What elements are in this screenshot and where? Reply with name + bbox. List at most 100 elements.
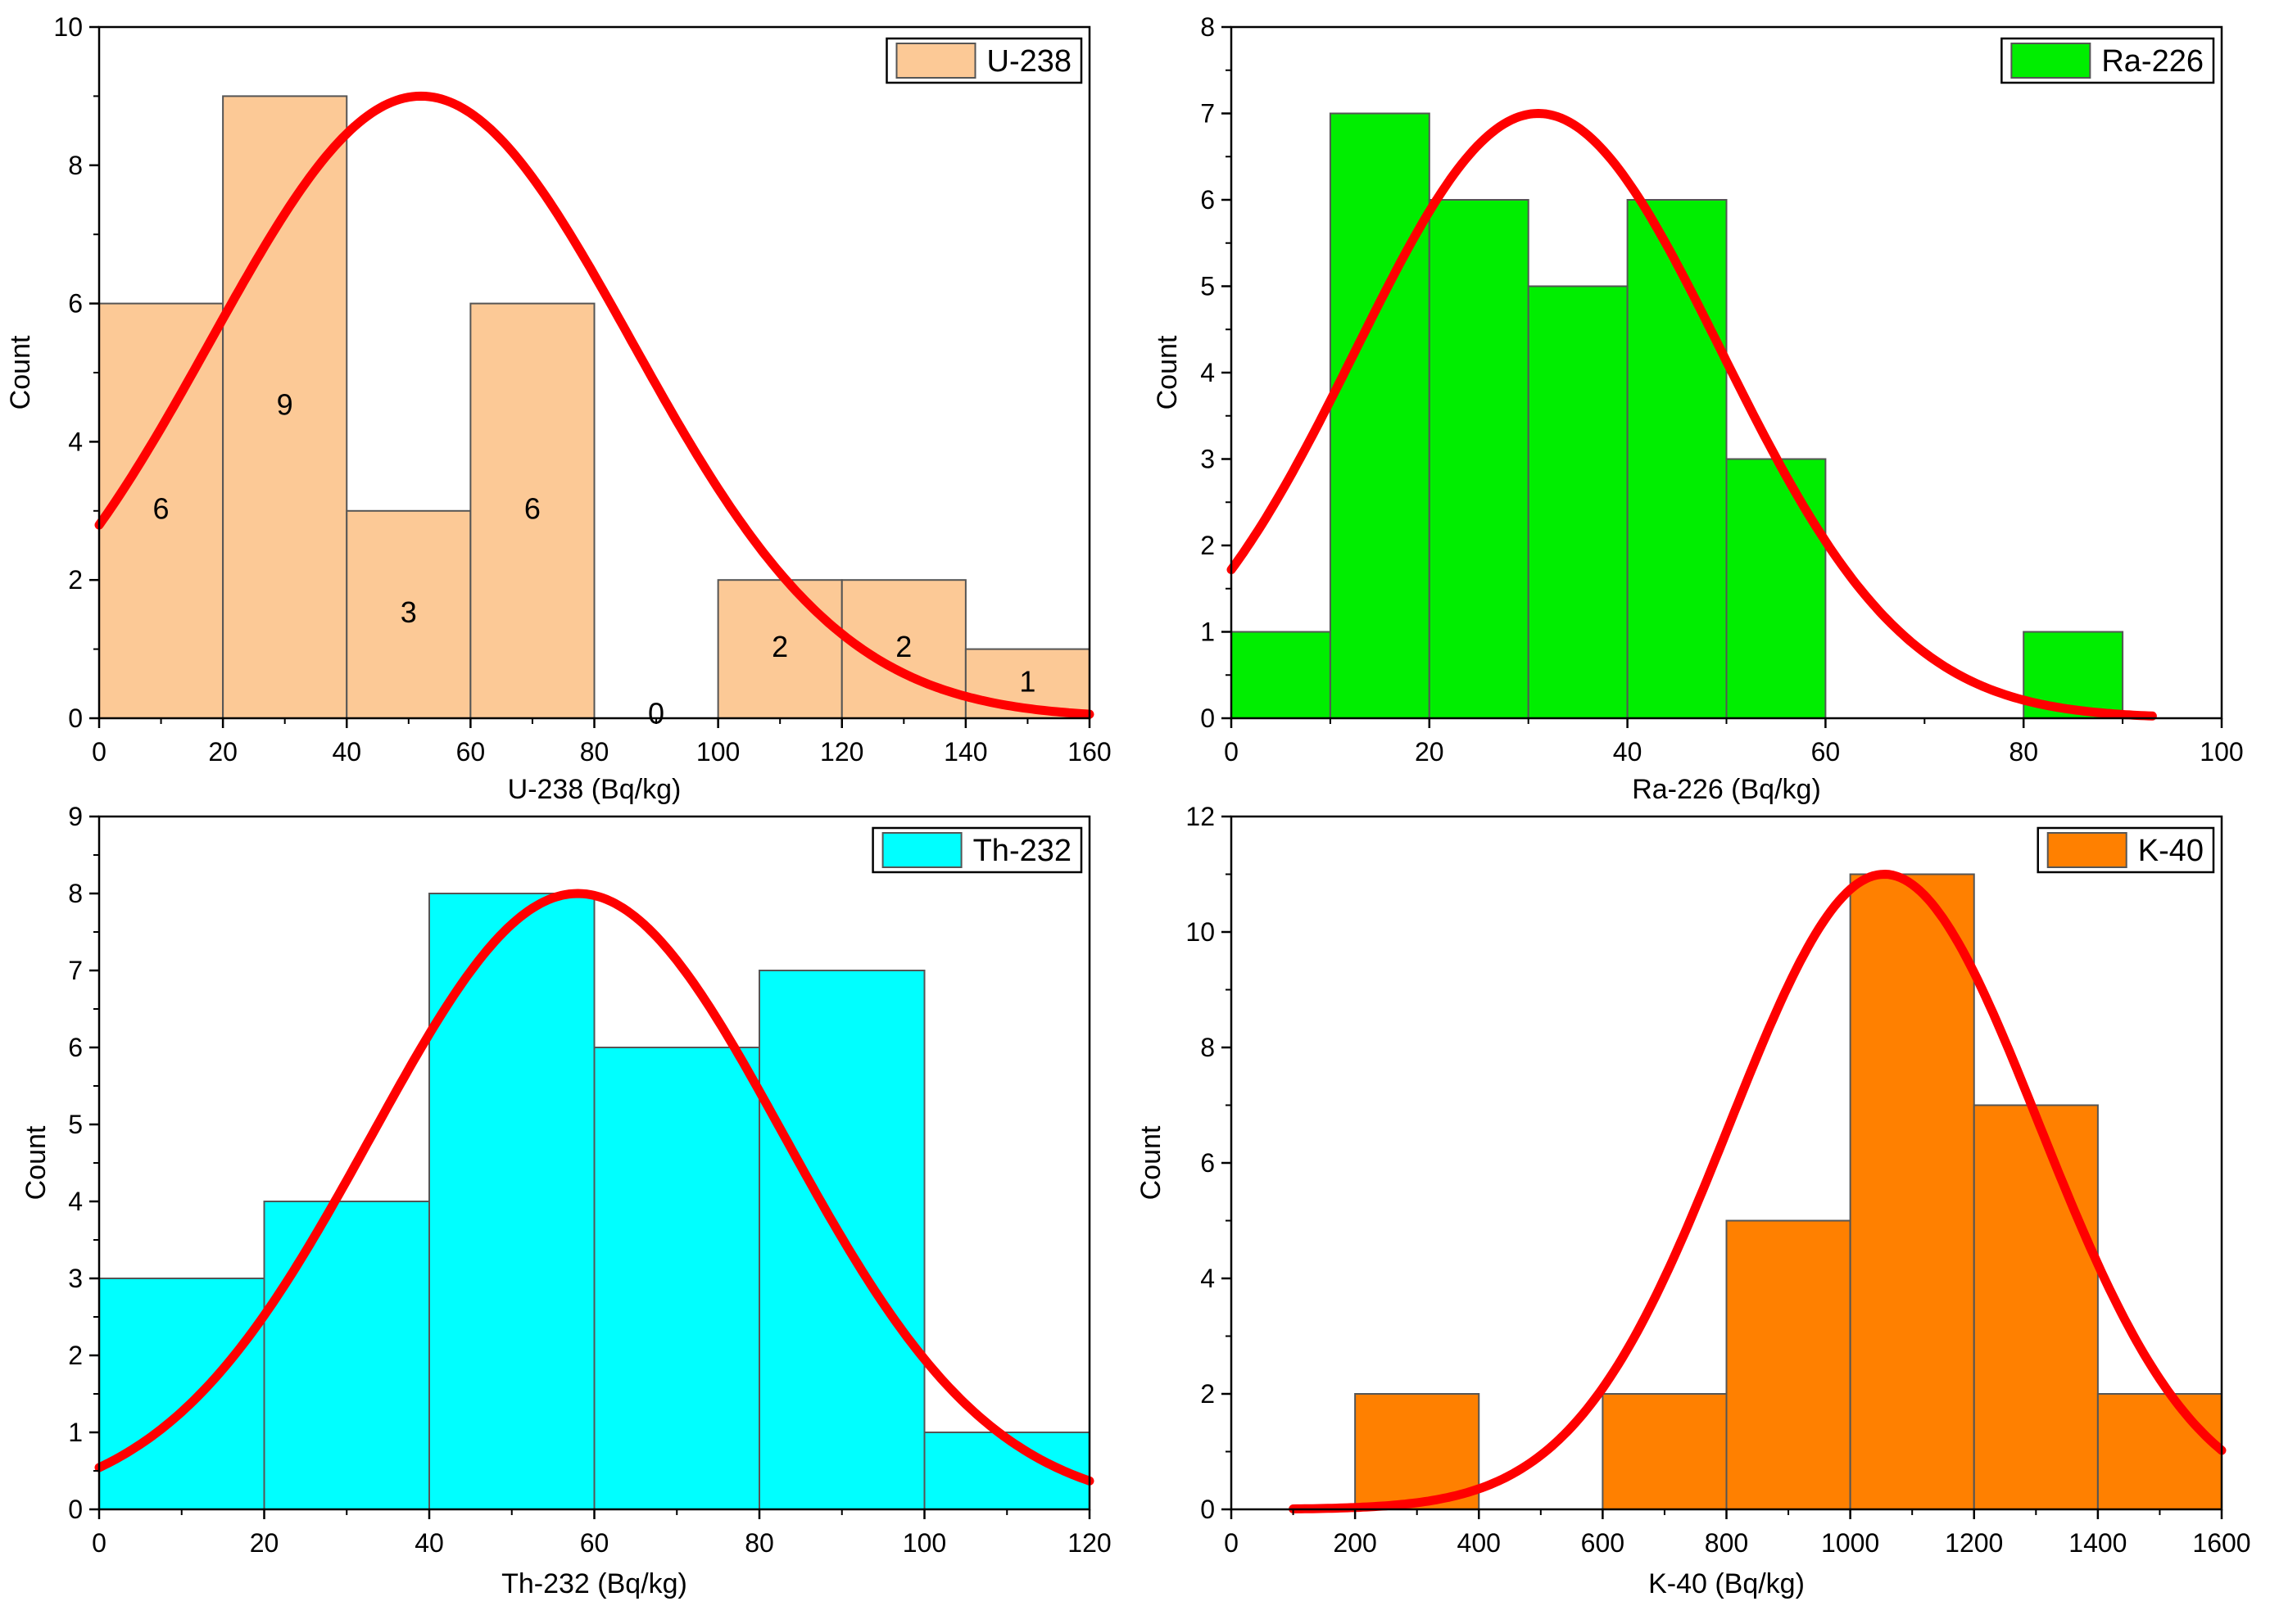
- x-tick-label: 120: [1067, 1528, 1111, 1558]
- histogram-bar: [1725, 458, 1827, 719]
- histogram-bar: [1849, 873, 1975, 1510]
- histogram-bar: [1354, 1393, 1480, 1510]
- y-tick-label: 12: [1185, 802, 1215, 831]
- bar-data-label: 9: [277, 388, 293, 422]
- x-tick-label: 20: [250, 1528, 279, 1558]
- histogram-bar: [98, 1278, 265, 1510]
- x-tick-label: 0: [1224, 1528, 1239, 1558]
- histogram-bar: [346, 509, 472, 719]
- y-tick-label: 8: [68, 879, 83, 908]
- bar-data-label: 6: [153, 491, 170, 525]
- y-tick-label: 6: [1200, 185, 1215, 215]
- histogram-bar: [1626, 199, 1728, 719]
- x-tick-label: 0: [92, 737, 106, 767]
- normal-fit-curve: [94, 889, 1094, 1486]
- x-axis-title: Th-232 (Bq/kg): [501, 1568, 687, 1599]
- legend-label: U-238: [987, 44, 1072, 79]
- y-tick-label: 6: [68, 1033, 83, 1062]
- y-tick-label: 4: [1200, 1264, 1215, 1293]
- histogram-bar: [469, 302, 596, 719]
- y-tick-label: 0: [1200, 703, 1215, 733]
- x-tick-label: 400: [1457, 1528, 1501, 1558]
- histogram-bar: [2096, 1393, 2222, 1510]
- x-tick-label: 800: [1705, 1528, 1748, 1558]
- x-tick-label: 0: [1224, 737, 1239, 767]
- y-tick-label: 4: [68, 1187, 83, 1216]
- x-tick-label: 40: [1613, 737, 1642, 767]
- y-axis-title: Count: [1152, 335, 1183, 409]
- x-tick-label: 1600: [2192, 1528, 2250, 1558]
- x-tick-label: 100: [696, 737, 740, 767]
- x-axis-title: U-238 (Bq/kg): [508, 774, 682, 805]
- y-axis-title: Count: [5, 335, 36, 409]
- histogram-bar: [717, 579, 843, 720]
- y-tick-label: 6: [68, 289, 83, 319]
- x-tick-label: 1400: [2068, 1528, 2127, 1558]
- x-tick-label: 120: [820, 737, 863, 767]
- y-tick-label: 5: [1200, 272, 1215, 301]
- legend-swatch: [895, 43, 976, 79]
- y-tick-label: 2: [1200, 531, 1215, 560]
- y-tick-label: 0: [68, 703, 83, 733]
- y-tick-label: 2: [1200, 1379, 1215, 1409]
- y-tick-label: 2: [68, 565, 83, 595]
- x-tick-label: 80: [745, 1528, 774, 1558]
- bar-data-label: 1: [1019, 664, 1035, 698]
- x-tick-label: 200: [1333, 1528, 1376, 1558]
- x-tick-label: 600: [1581, 1528, 1624, 1558]
- legend: U-238: [886, 37, 1083, 84]
- x-tick-label: 1200: [1945, 1528, 2003, 1558]
- legend: K-40: [2037, 826, 2215, 874]
- y-tick-label: 1: [68, 1418, 83, 1447]
- legend-label: K-40: [2138, 834, 2204, 868]
- x-tick-label: 1000: [1821, 1528, 1879, 1558]
- y-tick-label: 6: [1200, 1148, 1215, 1178]
- histogram-bar: [1973, 1104, 2099, 1510]
- x-tick-label: 100: [903, 1528, 946, 1558]
- chart-panel-k-40: 0 200 400 600 800 1000 1200 1400 1600 0 2 4 6 8 10 12 K-…: [1135, 802, 2251, 1599]
- y-tick-label: 0: [1200, 1495, 1215, 1524]
- x-tick-label: 40: [415, 1528, 444, 1558]
- y-tick-label: 5: [68, 1110, 83, 1139]
- y-tick-label: 1: [1200, 617, 1215, 647]
- histogram-bar: [1428, 199, 1529, 719]
- y-tick-label: 8: [1200, 12, 1215, 42]
- chart-panel-th-232: 0 20 40 60 80 100 120 0 1 2 3 4 5 6 7 8 9 Th-232 (Bq/kg) C…: [20, 802, 1112, 1599]
- histogram-bar: [593, 1047, 760, 1510]
- x-tick-label: 100: [2200, 737, 2243, 767]
- histogram-bar: [1725, 1219, 1851, 1510]
- x-tick-label: 0: [92, 1528, 106, 1558]
- x-tick-label: 80: [580, 737, 609, 767]
- y-tick-label: 3: [1200, 445, 1215, 474]
- y-tick-label: 3: [68, 1264, 83, 1293]
- y-axis-title: Count: [20, 1125, 52, 1200]
- y-tick-label: 4: [1200, 358, 1215, 387]
- bar-data-label: 2: [895, 630, 912, 663]
- histogram-bar: [1329, 112, 1430, 719]
- y-tick-label: 8: [1200, 1033, 1215, 1062]
- y-tick-label: 10: [1185, 917, 1215, 947]
- x-tick-label: 60: [1811, 737, 1841, 767]
- normal-fit-curve: [1289, 870, 2227, 1513]
- y-tick-label: 2: [68, 1341, 83, 1370]
- histogram-bar: [98, 302, 224, 719]
- normal-fit-curve: [1226, 109, 2157, 721]
- x-tick-label: 160: [1067, 737, 1111, 767]
- bar-data-label: 0: [648, 697, 664, 731]
- normal-fit-curve: [94, 91, 1094, 719]
- bar-data-label: 3: [401, 595, 417, 629]
- y-axis-title: Count: [1135, 1125, 1167, 1200]
- x-axis-title: K-40 (Bq/kg): [1648, 1568, 1805, 1599]
- legend-swatch: [2010, 43, 2091, 79]
- x-tick-label: 40: [332, 737, 361, 767]
- x-tick-label: 80: [2009, 737, 2038, 767]
- legend-label: Th-232: [973, 834, 1072, 868]
- x-tick-label: 60: [580, 1528, 609, 1558]
- y-tick-label: 8: [68, 151, 83, 180]
- x-tick-label: 20: [208, 737, 238, 767]
- bar-data-label: 6: [524, 491, 541, 525]
- x-tick-label: 20: [1415, 737, 1444, 767]
- bar-data-label: 2: [772, 630, 788, 663]
